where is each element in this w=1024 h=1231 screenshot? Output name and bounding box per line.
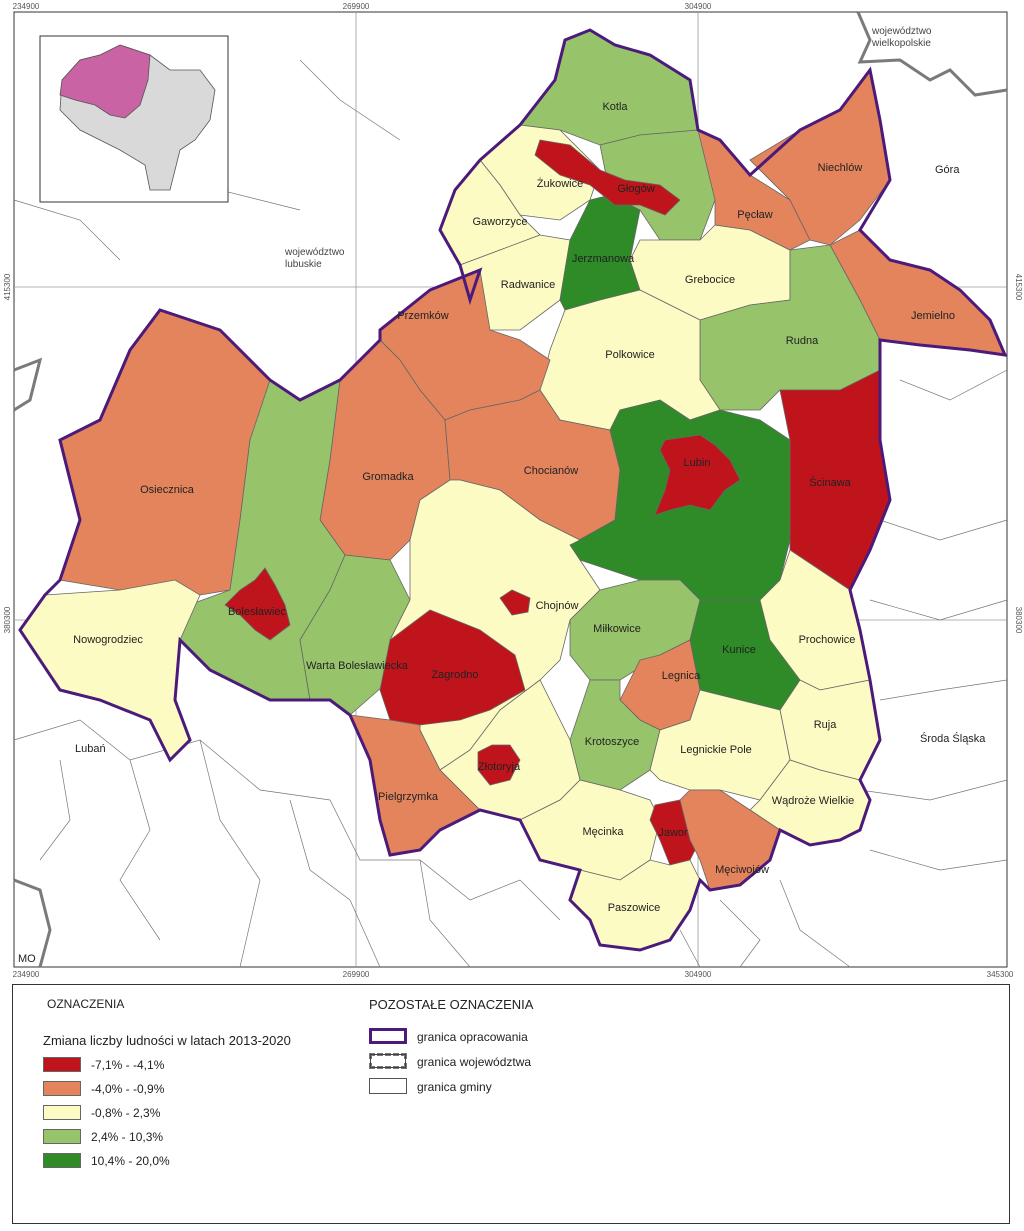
label-jerzmanowa: Jerzmanowa xyxy=(572,253,635,265)
label-warta: Warta Bolesławiecka xyxy=(306,660,409,672)
label-lubuskie-1: województwo xyxy=(284,247,345,258)
label-prochowice: Prochowice xyxy=(799,634,856,646)
coord-right-1: 415300 xyxy=(1014,274,1023,301)
label-kunice: Kunice xyxy=(722,644,756,656)
label-glogow: Głogów xyxy=(617,183,654,195)
legend-label-3: -0,8% - 2,3% xyxy=(91,1106,161,1120)
label-sroda: Środa Śląska xyxy=(920,732,986,745)
coord-bottom-4: 345300 xyxy=(987,970,1014,979)
label-gromadka: Gromadka xyxy=(362,471,414,483)
legend-other-label-1: granica opracowania xyxy=(417,1030,528,1044)
label-gora: Góra xyxy=(935,164,960,176)
coord-bottom-2: 269900 xyxy=(343,970,370,979)
label-kotla: Kotla xyxy=(602,101,628,113)
label-gaworzyce: Gaworzyce xyxy=(472,216,527,228)
commune-zagrodno xyxy=(379,609,526,726)
commune-rudna xyxy=(699,244,881,411)
legend-label-5: 10,4% - 20,0% xyxy=(91,1154,170,1168)
legend-swatch-2 xyxy=(43,1081,81,1096)
study-area-boundary xyxy=(18,28,1008,952)
label-ruja: Ruja xyxy=(814,719,838,731)
coord-top-2: 269900 xyxy=(343,2,370,11)
label-zukowice: Żukowice xyxy=(537,177,583,190)
label-boleslawiec: Bolesławiec xyxy=(228,606,287,618)
label-luban: Lubań xyxy=(75,743,106,755)
legend-title: OZNACZENIA xyxy=(47,997,125,1011)
label-paszowice: Paszowice xyxy=(608,902,661,914)
commune-lubin-city xyxy=(654,434,741,516)
coord-left-1: 415300 xyxy=(3,273,12,300)
legend-other-title: POZOSTAŁE OZNACZENIA xyxy=(369,997,534,1012)
legend-subtitle: Zmiana liczby ludności w latach 2013-202… xyxy=(43,1033,291,1048)
label-wadroze: Wądroże Wielkie xyxy=(772,795,855,807)
legend-swatch-3 xyxy=(43,1105,81,1120)
legend-swatch-5 xyxy=(43,1153,81,1168)
label-nowogrodziec: Nowogrodziec xyxy=(73,634,143,646)
legend-other-label-3: granica gminy xyxy=(417,1080,492,1094)
label-milkowice: Miłkowice xyxy=(593,623,641,635)
label-lubin: Lubin xyxy=(684,457,711,469)
label-lubuskie-2: lubuskie xyxy=(285,259,322,270)
label-jawor: Jawor xyxy=(658,827,688,839)
label-krotoszyce: Krotoszyce xyxy=(585,736,639,748)
commune-glogow xyxy=(534,139,681,216)
label-polkowice: Polkowice xyxy=(605,349,655,361)
coord-top-3: 304900 xyxy=(685,2,712,11)
label-osiecznica: Osiecznica xyxy=(140,484,195,496)
coord-bottom-1: 234900 xyxy=(13,970,40,979)
legend-label-2: -4,0% - -0,9% xyxy=(91,1082,165,1096)
label-mo: MO xyxy=(18,953,36,965)
coord-top-1: 234900 xyxy=(13,2,40,11)
label-wielkopolskie-2: wielkopolskie xyxy=(871,38,931,49)
label-wielkopolskie-1: województwo xyxy=(871,26,932,37)
label-przemkow: Przemków xyxy=(397,310,448,322)
voivodeship-boundary xyxy=(13,11,1008,968)
outer-commune-lines xyxy=(13,59,1008,968)
label-pielgrzymka: Pielgrzymka xyxy=(378,791,439,803)
legend-swatch-4 xyxy=(43,1129,81,1144)
label-jemielno: Jemielno xyxy=(911,310,955,322)
coord-left-2: 380300 xyxy=(3,606,12,633)
label-mecinka: Męcinka xyxy=(583,826,625,838)
legend-other-label-2: granica województwa xyxy=(417,1055,532,1069)
inset-map xyxy=(39,35,229,203)
label-peclaw: Pęcław xyxy=(737,209,773,221)
label-radwanice: Radwanice xyxy=(501,279,555,291)
map-canvas: 234900 269900 304900 234900 269900 30490… xyxy=(3,2,1023,979)
study-boundary-swatch xyxy=(369,1028,407,1044)
label-chocianow: Chocianów xyxy=(524,465,578,477)
label-chojnow: Chojnów xyxy=(536,600,579,612)
legend-label-1: -7,1% - -4,1% xyxy=(91,1058,165,1072)
label-msciwojow: Męciwojów xyxy=(715,864,769,876)
label-zagrodno: Zagrodno xyxy=(431,669,478,681)
commune-zlotoryja-city xyxy=(477,744,521,786)
label-zlotoryja: Złotoryja xyxy=(478,761,521,773)
label-scinawa: Ścinawa xyxy=(809,476,851,489)
legend-label-4: 2,4% - 10,3% xyxy=(91,1130,164,1144)
legend-panel: OZNACZENIA Zmiana liczby ludności w lata… xyxy=(12,984,1010,1224)
label-rudna: Rudna xyxy=(786,335,819,347)
label-legnica: Legnica xyxy=(662,670,701,682)
label-grebocice: Grebocice xyxy=(685,274,735,286)
legend-swatch-1 xyxy=(43,1057,81,1072)
commune-boleslawiec xyxy=(224,567,291,641)
commune-boundary-swatch xyxy=(369,1078,407,1094)
commune-chojnow-city xyxy=(499,589,531,616)
coord-bottom-3: 304900 xyxy=(685,970,712,979)
inset-highlight xyxy=(59,44,151,119)
coord-right-2: 380300 xyxy=(1014,607,1023,634)
voivodeship-boundary-swatch xyxy=(369,1053,407,1069)
label-niechlow: Niechlów xyxy=(818,162,863,174)
label-legnickie-pole: Legnickie Pole xyxy=(680,744,752,756)
